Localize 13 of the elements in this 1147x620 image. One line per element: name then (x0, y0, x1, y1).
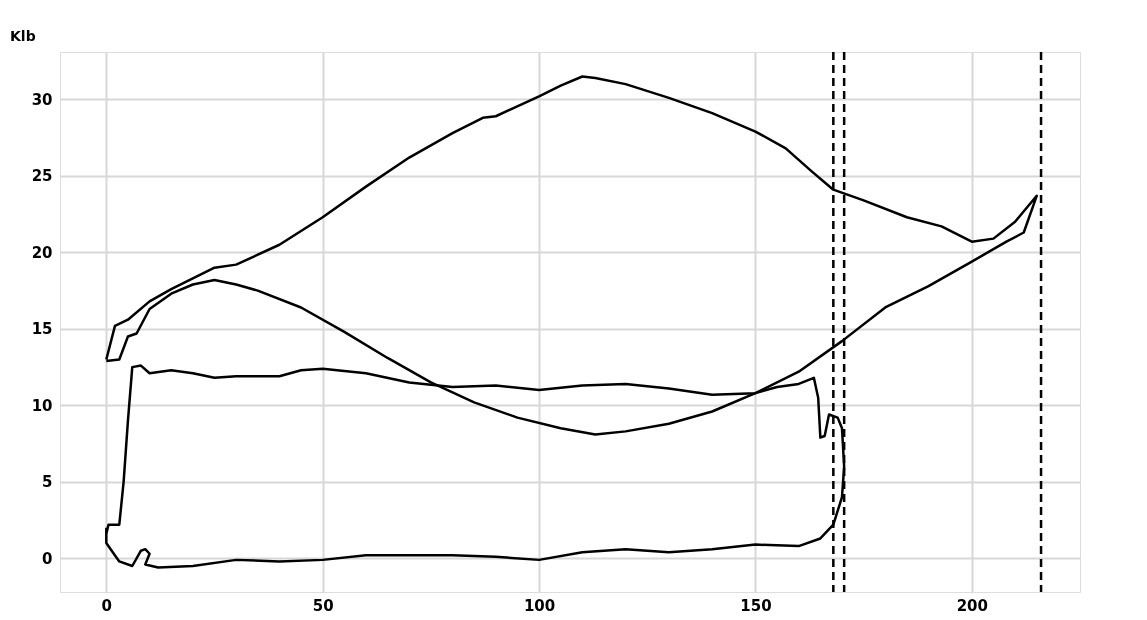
x-tick-label: 50 (312, 596, 334, 615)
y-tick-label: 20 (31, 243, 53, 262)
x-tick-label: 200 (956, 596, 988, 615)
x-tick-label: 150 (740, 596, 772, 615)
y-tick-label: 0 (42, 549, 53, 568)
y-tick-label: 25 (31, 167, 53, 186)
y-tick-label: 15 (31, 320, 53, 339)
y-axis-title: Klb (10, 28, 36, 44)
y-tick-label: 5 (42, 473, 53, 492)
x-tick-label: 0 (101, 596, 113, 615)
y-tick-label: 10 (31, 396, 53, 415)
x-tick-label: 100 (523, 596, 556, 615)
y-tick-label: 30 (31, 90, 53, 109)
